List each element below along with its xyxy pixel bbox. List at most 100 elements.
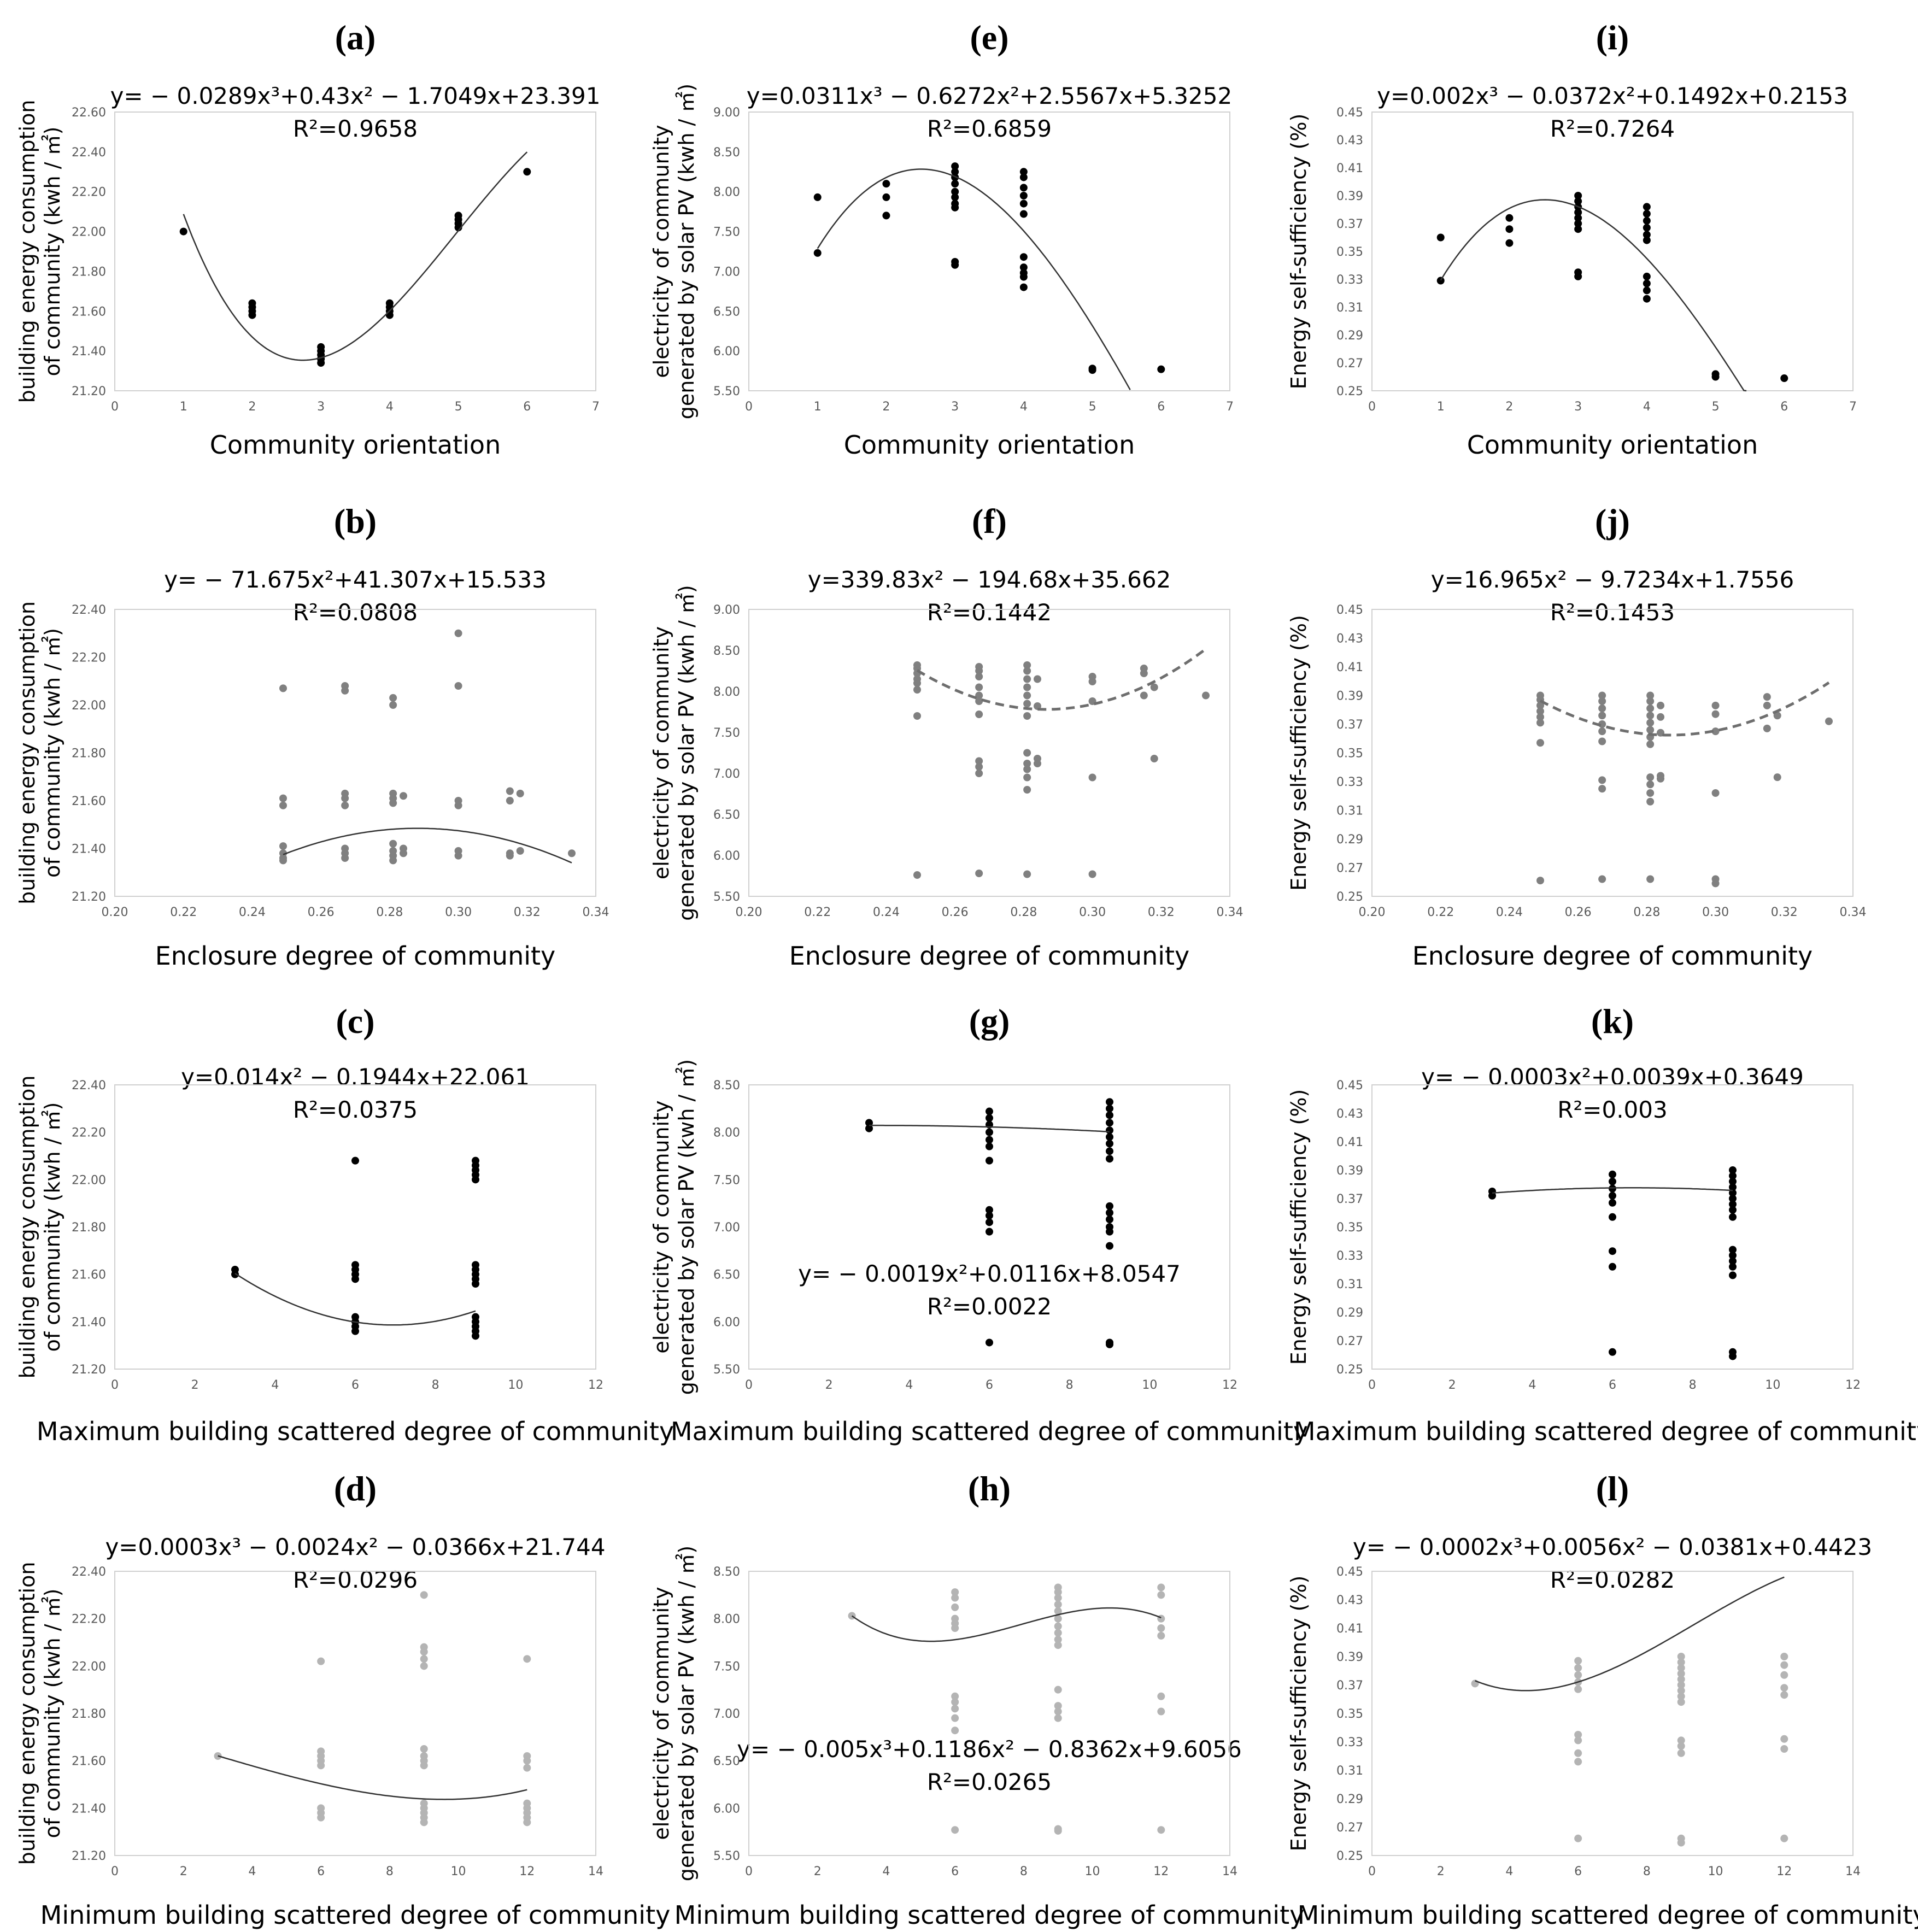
y-tick-label: 0.43 — [1336, 632, 1363, 646]
plot-area — [748, 111, 1230, 391]
data-point — [975, 870, 983, 877]
data-point — [506, 852, 514, 860]
data-point — [951, 1588, 959, 1596]
y-tick-label: 0.31 — [1336, 1278, 1363, 1291]
x-tick-label: 0.30 — [1702, 906, 1729, 919]
data-point — [1609, 1199, 1616, 1207]
data-point — [1643, 286, 1651, 295]
r-squared-label: R²=0.7264 — [1550, 115, 1675, 142]
y-tick-label: 0.39 — [1336, 190, 1363, 203]
data-point — [1643, 203, 1651, 211]
trend-line — [1440, 199, 1747, 392]
data-point — [986, 1128, 993, 1136]
y-tick-label: 0.41 — [1336, 661, 1363, 674]
data-point — [951, 1714, 959, 1722]
y-tick-label: 0.37 — [1336, 1679, 1363, 1693]
r-squared-label: R²=0.0808 — [293, 599, 418, 626]
data-point — [1780, 1671, 1788, 1679]
x-tick-label: 0.32 — [1771, 906, 1798, 919]
y-tick-label: 0.37 — [1336, 718, 1363, 732]
x-tick-label: 6 — [1157, 400, 1165, 414]
x-tick-label: 12 — [1776, 1865, 1792, 1878]
data-point — [179, 227, 187, 236]
data-point — [1106, 1133, 1113, 1141]
data-point — [1106, 1202, 1113, 1210]
data-point — [1643, 224, 1651, 232]
y-tick-label: 21.80 — [72, 1707, 106, 1721]
data-point — [1598, 776, 1606, 784]
x-tick-label: 10 — [1142, 1378, 1157, 1392]
x-tick-label: 6 — [317, 1865, 325, 1878]
y-tick-label: 6.50 — [713, 1755, 740, 1769]
x-tick-label: 8 — [1643, 1865, 1651, 1878]
x-tick-label: 6 — [1574, 1865, 1582, 1878]
fit-equation: y=0.0311x³ − 0.6272x²+2.5567x+5.3252 — [747, 83, 1232, 109]
panel-label: (l) — [1596, 1469, 1629, 1508]
data-point — [1157, 1692, 1165, 1700]
x-tick-label: 5 — [455, 400, 462, 414]
data-point — [1646, 691, 1655, 700]
data-point — [1677, 1670, 1685, 1678]
data-point — [1106, 1111, 1113, 1119]
data-point — [1657, 701, 1664, 709]
y-tick-label: 0.45 — [1336, 603, 1363, 617]
data-point — [279, 684, 287, 692]
data-point — [1536, 701, 1544, 709]
y-tick-label: 5.50 — [713, 1849, 740, 1863]
y-tick-label: 0.27 — [1336, 862, 1363, 876]
y-tick-label: 22.20 — [72, 651, 106, 665]
data-point — [1574, 1731, 1582, 1739]
data-point — [951, 1698, 959, 1706]
data-point — [1677, 1664, 1685, 1672]
data-point — [951, 261, 959, 269]
x-tick-label: 0 — [1368, 400, 1376, 414]
x-tick-label: 2 — [248, 400, 256, 414]
x-tick-label: 7 — [1849, 400, 1857, 414]
y-tick-label: 0.37 — [1336, 218, 1363, 231]
data-point — [523, 1655, 531, 1663]
panel-label: (i) — [1596, 18, 1629, 57]
x-tick-label: 8 — [386, 1865, 394, 1878]
data-point — [1643, 216, 1651, 225]
y-tick-label: 22.40 — [72, 1079, 106, 1093]
data-point — [420, 1662, 428, 1670]
data-point — [420, 1655, 428, 1663]
y-tick-label: 6.00 — [713, 345, 740, 359]
data-point — [1780, 1745, 1788, 1753]
data-point — [1711, 373, 1720, 381]
data-point — [1780, 1735, 1788, 1743]
y-tick-label: 21.40 — [72, 345, 106, 359]
data-point — [1054, 1594, 1062, 1602]
y-tick-label: 8.00 — [713, 1613, 740, 1626]
x-axis-label: Community orientation — [210, 430, 501, 460]
x-tick-label: 6 — [1609, 1378, 1616, 1392]
data-point — [1780, 1653, 1788, 1660]
data-point — [523, 1764, 531, 1772]
x-tick-label: 2 — [1505, 400, 1513, 414]
x-tick-label: 6 — [1780, 400, 1788, 414]
y-tick-label: 21.60 — [72, 1269, 106, 1282]
data-point — [420, 1591, 428, 1599]
data-point — [389, 856, 397, 865]
data-point — [523, 1757, 531, 1765]
y-tick-label: 0.25 — [1336, 1849, 1363, 1863]
data-point — [975, 770, 983, 777]
data-point — [472, 1176, 479, 1184]
data-point — [1711, 789, 1720, 797]
x-tick-label: 0.28 — [1633, 906, 1660, 919]
y-tick-label: 0.27 — [1336, 357, 1363, 371]
x-tick-label: 14 — [1845, 1865, 1861, 1878]
data-point — [317, 1813, 325, 1822]
trend-line — [817, 168, 1131, 390]
data-point — [1773, 773, 1781, 782]
data-point — [975, 697, 983, 705]
r-squared-label: R²=0.1453 — [1550, 599, 1675, 626]
y-tick-label: 0.39 — [1336, 1651, 1363, 1664]
x-tick-label: 0.24 — [1496, 906, 1523, 919]
data-point — [986, 1107, 993, 1115]
data-point — [1574, 272, 1582, 280]
x-tick-label: 8 — [1689, 1378, 1697, 1392]
data-point — [986, 1338, 993, 1347]
data-point — [1574, 1664, 1582, 1672]
data-point — [1677, 1736, 1685, 1745]
